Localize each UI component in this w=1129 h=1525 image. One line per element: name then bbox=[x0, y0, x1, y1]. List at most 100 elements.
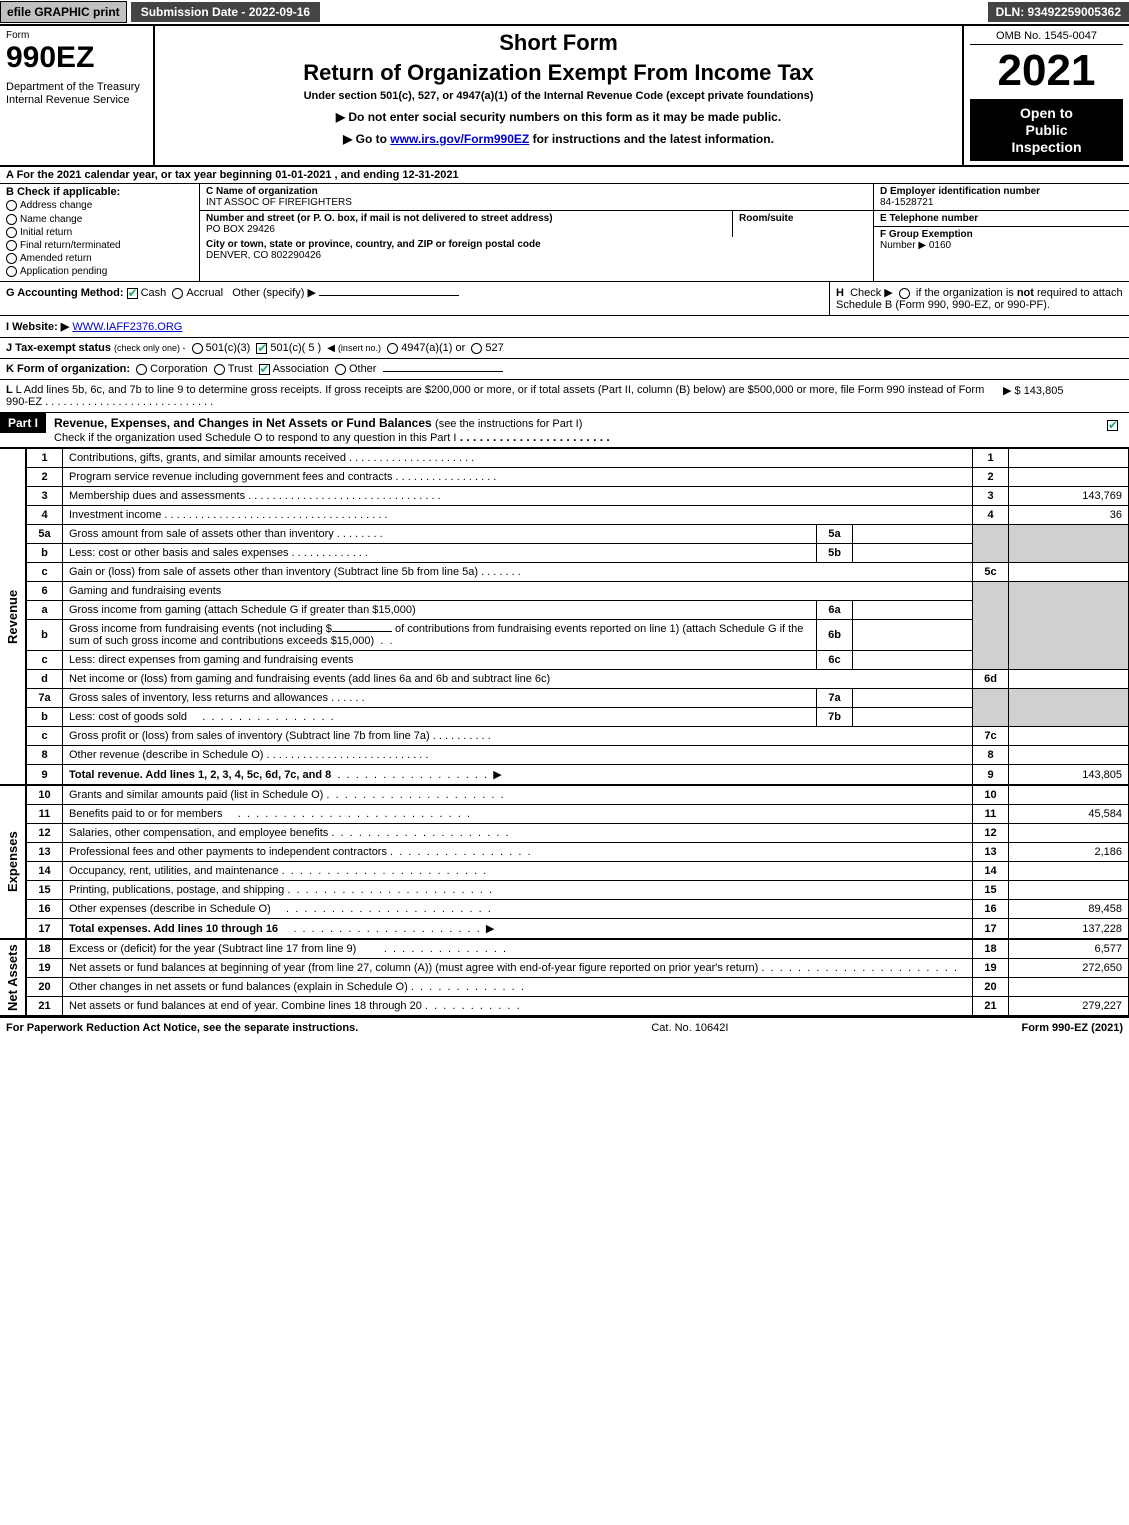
table-row: 21 Net assets or fund balances at end of… bbox=[27, 997, 1129, 1016]
table-row: c Less: direct expenses from gaming and … bbox=[27, 651, 1129, 670]
irs-link[interactable]: www.irs.gov/Form990EZ bbox=[390, 132, 529, 146]
street-row: Number and street (or P. O. box, if mail… bbox=[200, 211, 873, 237]
line-num: 15 bbox=[27, 881, 63, 900]
sub-val bbox=[853, 689, 973, 708]
other-label: Other (specify) ▶ bbox=[232, 287, 316, 299]
contrib-input[interactable] bbox=[332, 631, 392, 632]
cb-label: Application pending bbox=[20, 266, 107, 277]
checkbox-application-pending[interactable]: Application pending bbox=[6, 266, 193, 277]
line-num: c bbox=[27, 651, 63, 670]
street-value: PO BOX 29426 bbox=[206, 224, 726, 235]
other-org-input[interactable] bbox=[383, 371, 503, 372]
radio-4947[interactable] bbox=[387, 343, 398, 354]
line-value: 137,228 bbox=[1009, 919, 1129, 939]
l-text: L Add lines 5b, 6c, and 7b to line 9 to … bbox=[6, 384, 984, 408]
line-value bbox=[1009, 786, 1129, 805]
line-desc: Membership dues and assessments . . . . … bbox=[63, 487, 973, 506]
open-line2: Public bbox=[974, 122, 1119, 139]
grey-cell bbox=[973, 582, 1009, 670]
table-row: a Gross income from gaming (attach Sched… bbox=[27, 601, 1129, 620]
checkbox-h[interactable] bbox=[899, 288, 910, 299]
checkbox-address-change[interactable]: Address change bbox=[6, 200, 193, 211]
line-desc: Grants and similar amounts paid (list in… bbox=[63, 786, 973, 805]
sub-num: 5b bbox=[817, 544, 853, 563]
line-num: 19 bbox=[27, 959, 63, 978]
sub-val bbox=[853, 601, 973, 620]
radio-501c5[interactable] bbox=[256, 343, 267, 354]
checkbox-amended-return[interactable]: Amended return bbox=[6, 253, 193, 264]
line-value: 272,650 bbox=[1009, 959, 1129, 978]
sub-num: 7b bbox=[817, 708, 853, 727]
checkbox-cash[interactable] bbox=[127, 288, 138, 299]
open-line1: Open to bbox=[974, 105, 1119, 122]
table-row: 4 Investment income . . . . . . . . . . … bbox=[27, 506, 1129, 525]
website-link[interactable]: WWW.IAFF2376.ORG bbox=[72, 321, 182, 333]
line-desc: Net assets or fund balances at end of ye… bbox=[63, 997, 973, 1016]
part-i-subtitle: Check if the organization used Schedule … bbox=[54, 432, 456, 444]
line-desc: Gross sales of inventory, less returns a… bbox=[63, 689, 817, 708]
line-value bbox=[1009, 881, 1129, 900]
line-num: 16 bbox=[27, 900, 63, 919]
line-rnum: 19 bbox=[973, 959, 1009, 978]
radio-corp[interactable] bbox=[136, 364, 147, 375]
group-exemption-label2: Number ▶ bbox=[880, 240, 926, 251]
revenue-table: 1 Contributions, gifts, grants, and simi… bbox=[26, 448, 1129, 785]
grey-cell bbox=[973, 525, 1009, 563]
line-h: H Check ▶ if the organization is not req… bbox=[829, 282, 1129, 315]
dept-label: Department of the Treasury Internal Reve… bbox=[6, 81, 147, 107]
line-rnum: 5c bbox=[973, 563, 1009, 582]
part-i-header: Part I Revenue, Expenses, and Changes in… bbox=[0, 413, 1129, 448]
radio-association[interactable] bbox=[259, 364, 270, 375]
accrual-label: Accrual bbox=[186, 287, 223, 299]
radio-527[interactable] bbox=[471, 343, 482, 354]
checkbox-accrual[interactable] bbox=[172, 288, 183, 299]
checkbox-final-return[interactable]: Final return/terminated bbox=[6, 240, 193, 251]
table-row: 13 Professional fees and other payments … bbox=[27, 843, 1129, 862]
line-desc: Gross amount from sale of assets other t… bbox=[63, 525, 817, 544]
line-desc: Excess or (deficit) for the year (Subtra… bbox=[63, 940, 973, 959]
line-desc: Gain or (loss) from sale of assets other… bbox=[63, 563, 973, 582]
line-desc: Contributions, gifts, grants, and simila… bbox=[63, 449, 973, 468]
checkbox-name-change[interactable]: Name change bbox=[6, 214, 193, 225]
return-title: Return of Organization Exempt From Incom… bbox=[161, 60, 956, 86]
line-num: c bbox=[27, 563, 63, 582]
opt-assoc: Association bbox=[273, 363, 329, 375]
cb-label: Amended return bbox=[20, 253, 92, 264]
line-value bbox=[1009, 670, 1129, 689]
table-row: c Gain or (loss) from sale of assets oth… bbox=[27, 563, 1129, 582]
line-desc: Gaming and fundraising events bbox=[63, 582, 973, 601]
line-rnum: 8 bbox=[973, 746, 1009, 765]
open-to-public: Open to Public Inspection bbox=[970, 99, 1123, 161]
line-value: 143,805 bbox=[1009, 765, 1129, 785]
line-rnum: 11 bbox=[973, 805, 1009, 824]
radio-other[interactable] bbox=[335, 364, 346, 375]
line-desc: Salaries, other compensation, and employ… bbox=[63, 824, 973, 843]
part-i-title-text: Revenue, Expenses, and Changes in Net As… bbox=[54, 416, 432, 430]
other-input[interactable] bbox=[319, 295, 459, 296]
opt-trust: Trust bbox=[228, 363, 253, 375]
footer-center: Cat. No. 10642I bbox=[651, 1022, 728, 1034]
line-value bbox=[1009, 824, 1129, 843]
line-num: 10 bbox=[27, 786, 63, 805]
i-label: I Website: ▶ bbox=[6, 321, 69, 333]
footer-left: For Paperwork Reduction Act Notice, see … bbox=[6, 1022, 358, 1034]
col-def: D Employer identification number 84-1528… bbox=[874, 184, 1129, 281]
footer-right: Form 990-EZ (2021) bbox=[1021, 1022, 1123, 1034]
checkbox-initial-return[interactable]: Initial return bbox=[6, 227, 193, 238]
line-rnum: 14 bbox=[973, 862, 1009, 881]
line-rnum: 3 bbox=[973, 487, 1009, 506]
table-row: 14 Occupancy, rent, utilities, and maint… bbox=[27, 862, 1129, 881]
j-label: J Tax-exempt status bbox=[6, 342, 111, 354]
line-desc: Other revenue (describe in Schedule O) .… bbox=[63, 746, 973, 765]
line-num: b bbox=[27, 708, 63, 727]
table-row: 11 Benefits paid to or for members . . .… bbox=[27, 805, 1129, 824]
radio-501c3[interactable] bbox=[192, 343, 203, 354]
line-num: 3 bbox=[27, 487, 63, 506]
line-num: 13 bbox=[27, 843, 63, 862]
sub-num: 6c bbox=[817, 651, 853, 670]
line-value: 143,769 bbox=[1009, 487, 1129, 506]
radio-trust[interactable] bbox=[214, 364, 225, 375]
line-rnum: 9 bbox=[973, 765, 1009, 785]
part-i-check[interactable] bbox=[1099, 413, 1129, 431]
line-value: 279,227 bbox=[1009, 997, 1129, 1016]
